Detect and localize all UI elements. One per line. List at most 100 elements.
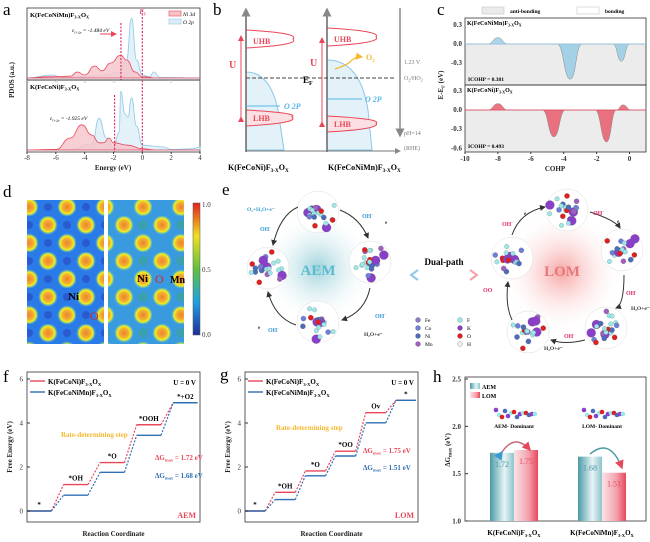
u-label-right: U xyxy=(310,58,317,69)
lom-glow xyxy=(500,210,624,334)
state-label: * xyxy=(404,390,408,398)
x-tick-label: -2 xyxy=(594,155,600,163)
mechanism-label: LOM xyxy=(395,511,415,520)
atom-f xyxy=(558,203,564,209)
atom-f xyxy=(307,306,313,312)
pdos-curve-o-2p xyxy=(26,90,201,151)
x-tick-label-top: -2 xyxy=(112,79,115,84)
atom-o xyxy=(249,261,255,267)
o2-evolution-arrow xyxy=(334,52,364,70)
y-tick-label: 2 xyxy=(238,464,242,472)
atom-f xyxy=(364,265,370,271)
atom-o xyxy=(540,325,546,331)
oh-label: OH- xyxy=(502,220,513,228)
atom-ni xyxy=(614,246,620,252)
rds-label: Rate-determining step xyxy=(276,424,343,432)
lhb-label-right: LHB xyxy=(334,120,352,129)
u-label-left: U xyxy=(229,60,236,71)
arrow-head-right xyxy=(469,269,479,281)
legend-label: bonding xyxy=(605,9,625,15)
dominance-label: LOM- Dominant xyxy=(582,424,622,430)
cycle-arrow xyxy=(339,209,369,239)
fermi-label: EF xyxy=(138,8,146,17)
state-label: * xyxy=(37,501,41,509)
x-tick-label: 0 xyxy=(628,155,632,163)
oh-label: OH- xyxy=(375,312,386,320)
transition-1 xyxy=(324,455,337,477)
y-tick-label: 2.0 xyxy=(452,423,461,431)
atom-f xyxy=(510,322,516,328)
band-center-label: εO-2p = -1.484 eV xyxy=(72,27,110,35)
atom-label-o: O xyxy=(90,309,99,323)
delta-g-label: ΔGmax = 1.75 eV xyxy=(363,447,411,456)
legend-swatch xyxy=(168,18,182,25)
atom-f xyxy=(316,324,322,330)
structure-atom xyxy=(532,411,538,417)
cycle-arrow xyxy=(511,205,546,236)
x-tick-label: -8 xyxy=(24,154,30,162)
transition-0 xyxy=(123,424,138,463)
atom-co xyxy=(300,315,307,322)
atom-f xyxy=(309,207,315,213)
state-label: * xyxy=(253,501,257,509)
cohp-curve xyxy=(464,37,646,80)
panel-label-b: b xyxy=(213,0,222,19)
o2-h2o-e-label: O₂+H₂O+e⁻ xyxy=(247,207,275,213)
y-axis-label: Free Energy (eV) xyxy=(6,421,14,473)
x-tick-label-top: -8 xyxy=(25,79,28,84)
band-center-label: εO-2p = -1.925 eV xyxy=(50,116,88,123)
subplot-title: K(FeCoNi)F3-XOX xyxy=(467,87,513,95)
lom-label: LOM xyxy=(544,264,580,280)
atom-ni xyxy=(520,324,527,330)
atom-o xyxy=(362,247,368,253)
x-tick-label: -4 xyxy=(82,154,88,162)
elf-map-feconimn xyxy=(108,200,184,344)
structure-atom xyxy=(581,407,587,413)
legend-label: K(FeCoNiMn)F3-XOX xyxy=(266,389,330,398)
atom-f xyxy=(609,313,615,319)
transition-1 xyxy=(355,422,367,457)
lhb-band-left xyxy=(245,109,294,127)
atom-mn xyxy=(500,265,507,272)
pdos-curve-ni-3d xyxy=(26,124,200,151)
bar-value-label: 1.72 xyxy=(495,460,509,469)
atom-f xyxy=(353,265,359,271)
x-tick-label: -10 xyxy=(460,155,470,163)
panel-label-f: f xyxy=(3,367,9,386)
icohp-label: ICOHP = 0.493 xyxy=(468,144,504,150)
lhb-band-right xyxy=(326,115,378,133)
atom-f xyxy=(275,258,281,264)
bar-value-label: 1.68 xyxy=(583,464,597,473)
y-tick-label: 0.3 xyxy=(453,21,462,29)
atom-label-o-2: O xyxy=(155,272,164,286)
structure-atom xyxy=(505,413,511,419)
o2p-label-right: O 2P xyxy=(365,95,382,104)
x-axis-label: COHP xyxy=(545,165,566,173)
panel-label-c: c xyxy=(437,0,445,19)
x-tick-label-top: 4 xyxy=(199,79,201,84)
legend-atom-ni xyxy=(415,333,421,339)
legend-atom-mn xyxy=(415,341,421,347)
atom-ni xyxy=(601,335,607,342)
atom-mn xyxy=(378,245,384,252)
y-tick-label: -0.3 xyxy=(451,125,463,133)
structure-atom xyxy=(502,408,508,414)
atom-f xyxy=(330,329,336,334)
atom-f xyxy=(524,328,530,334)
legend-swatch xyxy=(470,383,480,389)
atom-co xyxy=(556,207,562,213)
subplot-title: K(FeCoNiMn)F3-XOX xyxy=(30,12,89,20)
bar-aem xyxy=(490,452,514,521)
elf-map-feconi xyxy=(27,200,104,344)
y-axis-label: Free Energy (eV) xyxy=(224,421,232,473)
ph-label: pH=14 xyxy=(404,131,421,137)
cycle-arrow xyxy=(341,287,371,322)
x-tick-label-top: 2 xyxy=(170,79,172,84)
cycle-arrow xyxy=(550,338,586,345)
atom-label-ni-2: Ni xyxy=(137,273,148,285)
state-label: *+O2 xyxy=(177,393,194,401)
h2o-e-label: H₂O+e⁻ xyxy=(544,346,563,352)
electron-label: e xyxy=(524,212,527,217)
x-tick-label: -8 xyxy=(495,155,501,163)
atom-o xyxy=(329,217,336,223)
